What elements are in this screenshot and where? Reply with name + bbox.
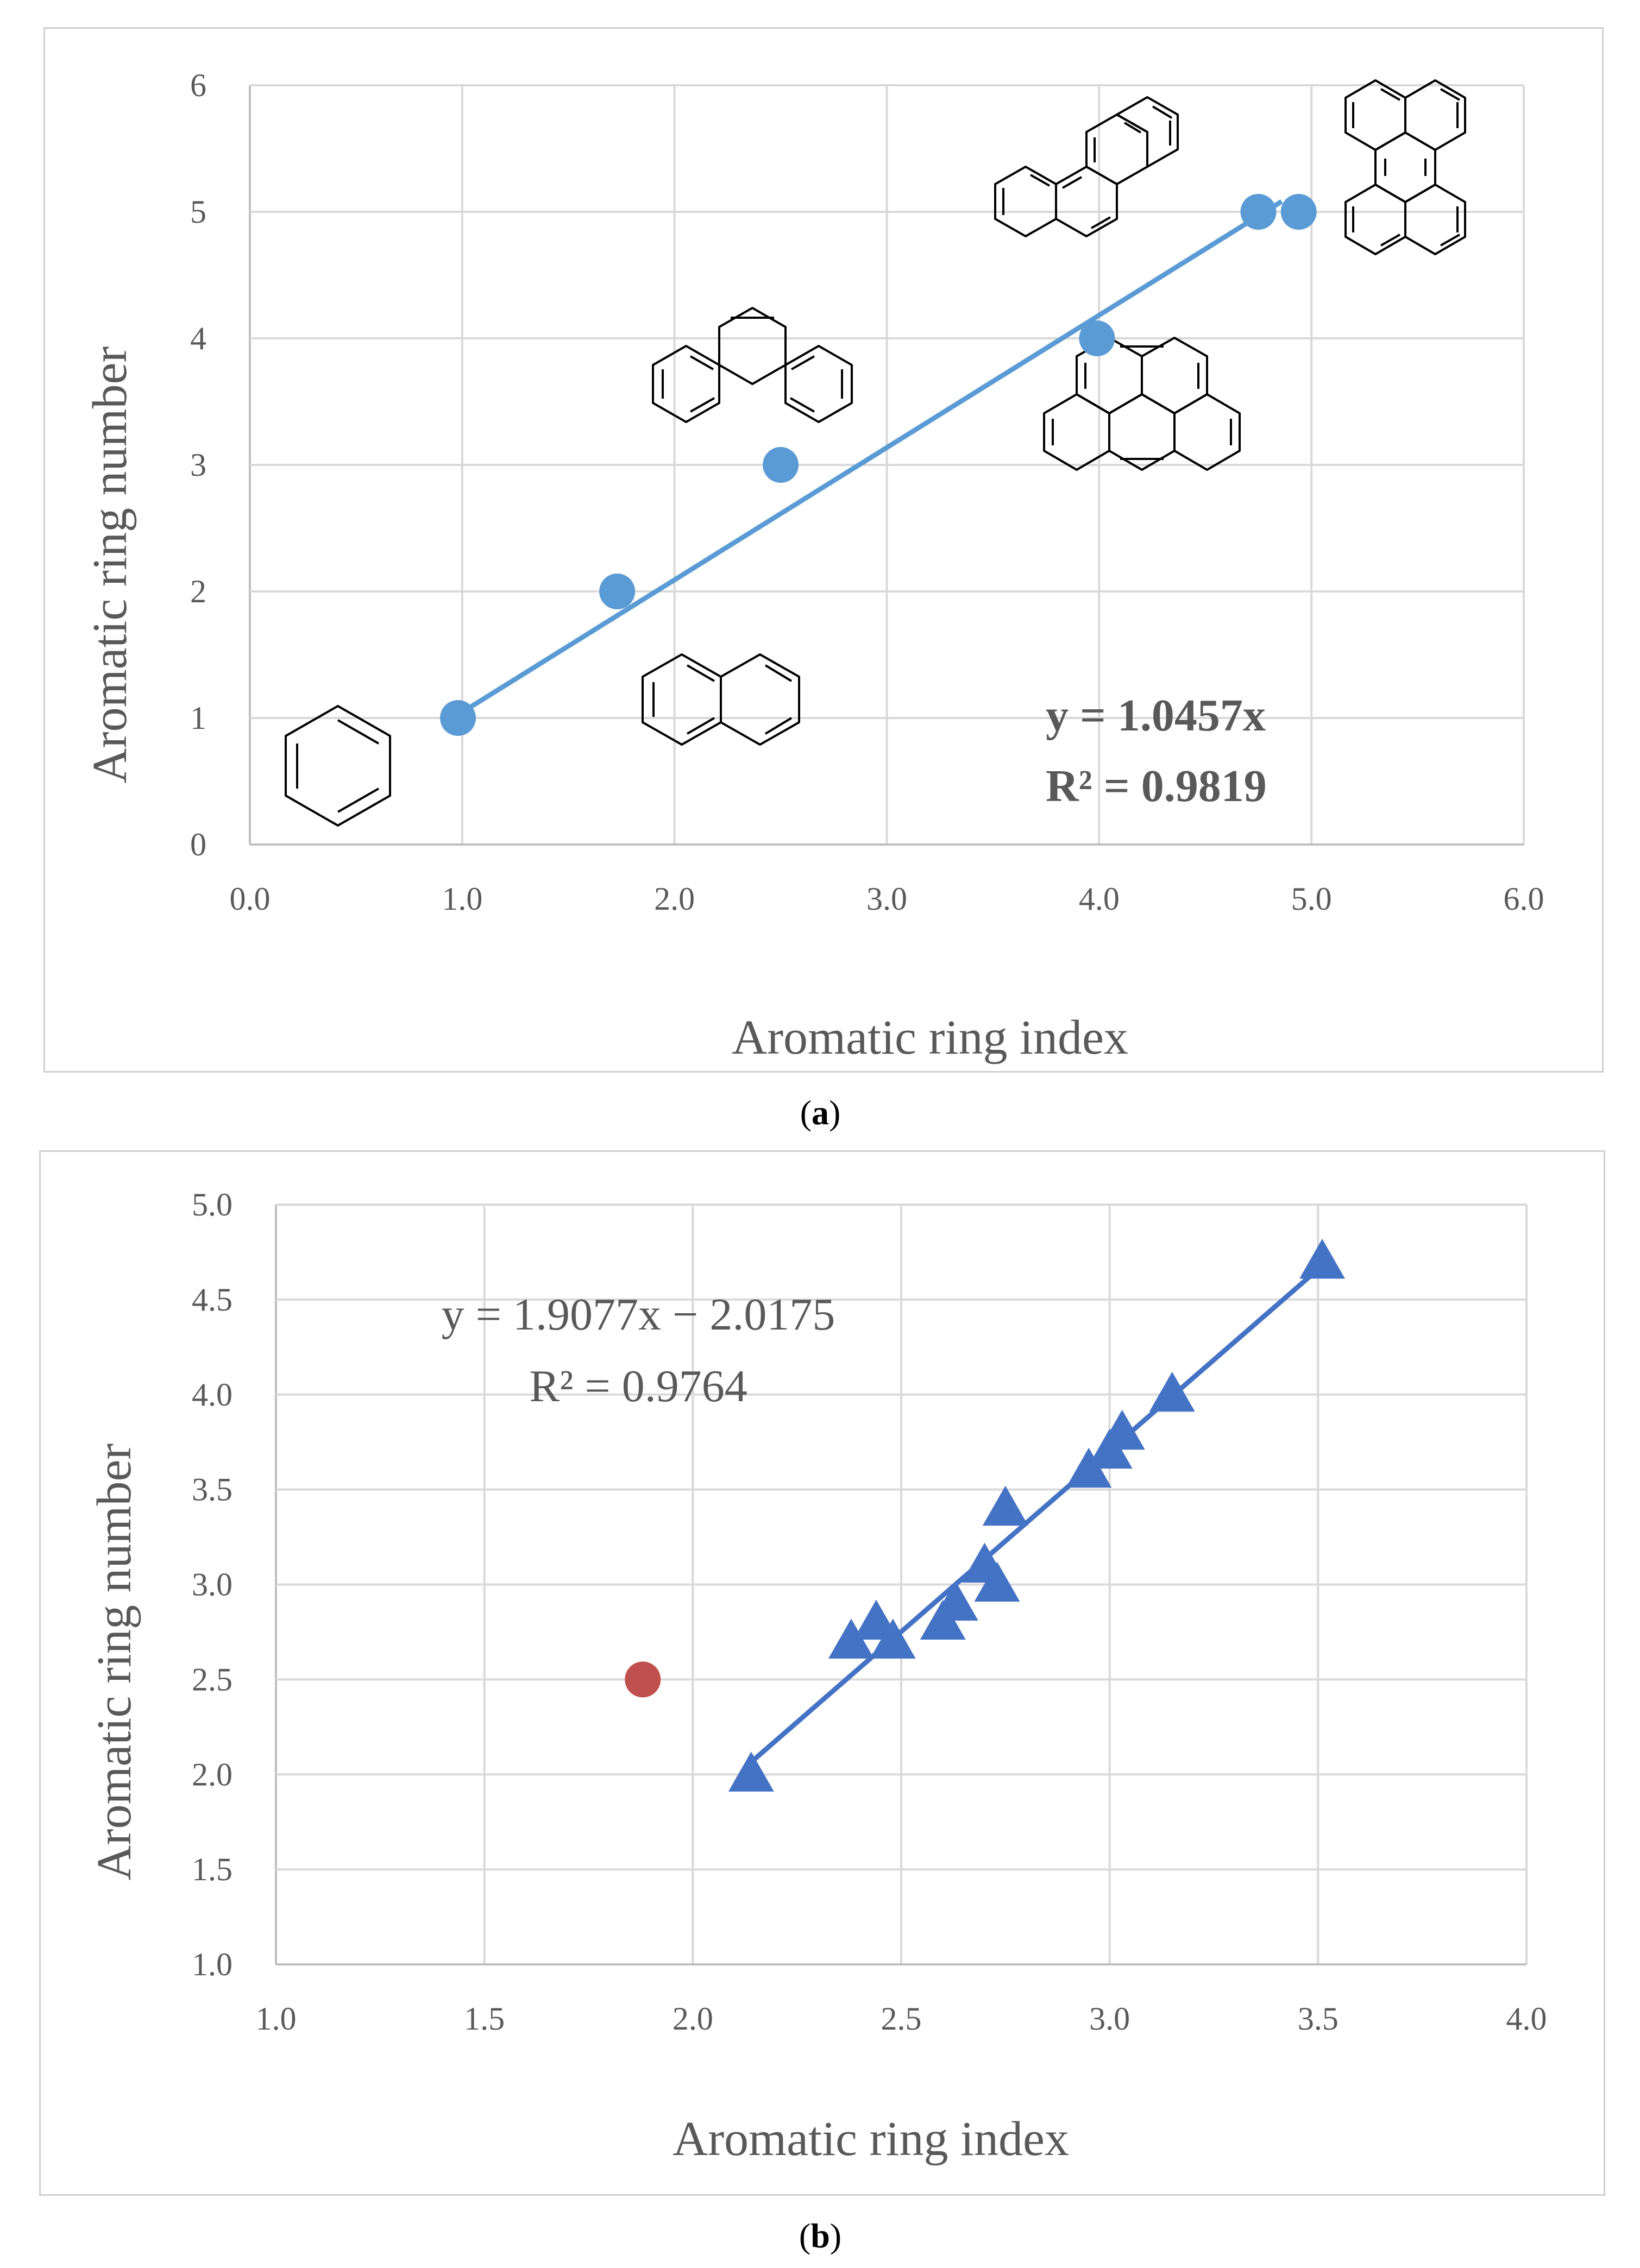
- a-y-tick-label: 3: [190, 447, 206, 483]
- chart-a: 0.0 1.0 2.0 3.0 4.0 5.0 6.0 0 1 2 3 4 5 6: [83, 67, 1544, 1064]
- a-x-tick-label: 3.0: [866, 881, 907, 917]
- b-y-tick-label: 1.5: [192, 1851, 233, 1887]
- b-data-point-samples: [1149, 1371, 1195, 1412]
- b-x-tick-label: 1.0: [256, 2001, 297, 2037]
- chart-b-equation: y = 1.9077x − 2.0175: [442, 1289, 835, 1340]
- chart-a-gridlines: [249, 84, 1525, 846]
- a-data-point-pah-standards: [1280, 194, 1317, 230]
- chart-b-x-tick-labels: 1.0 1.5 2.0 2.5 3.0 3.5 4.0: [256, 2001, 1547, 2037]
- a-x-tick-label: 5.0: [1291, 881, 1332, 917]
- chart-b-r-squared: R² = 0.9764: [529, 1361, 747, 1412]
- pyrene-structure-icon: [1043, 337, 1241, 471]
- b-x-tick-label: 3.0: [1089, 2001, 1130, 2037]
- chart-b-y-axis-title: Aromatic ring number: [87, 1444, 141, 1881]
- chart-a-equation: y = 1.0457x: [1046, 690, 1266, 741]
- chart-b-y-tick-labels: 1.0 1.5 2.0 2.5 3.0 3.5 4.0 4.5 5.0: [192, 1187, 233, 1982]
- a-data-point-pah-standards: [1079, 320, 1115, 356]
- b-x-tick-label: 4.0: [1506, 2001, 1547, 2037]
- a-x-tick-label: 1.0: [442, 881, 482, 917]
- chart-b-caption-letter: b: [810, 2216, 830, 2255]
- a-x-tick-label: 6.0: [1504, 881, 1544, 917]
- benz-a-anthracene-structure-icon: [994, 96, 1179, 237]
- a-data-point-pah-standards: [763, 447, 799, 483]
- a-y-tick-label: 4: [190, 320, 206, 356]
- chart-b-caption: (b): [799, 2216, 842, 2255]
- perylene-structure-icon: [1344, 79, 1466, 255]
- a-y-tick-label: 0: [190, 827, 206, 862]
- b-y-tick-label: 2.0: [192, 1756, 233, 1792]
- a-y-tick-label: 2: [190, 574, 206, 609]
- chart-a-x-tick-labels: 0.0 1.0 2.0 3.0 4.0 5.0 6.0: [230, 881, 1544, 917]
- a-data-point-pah-standards: [1240, 194, 1277, 230]
- b-y-tick-label: 4.0: [192, 1377, 233, 1413]
- b-data-point-samples: [974, 1561, 1020, 1602]
- a-y-tick-label: 1: [190, 700, 206, 736]
- b-y-tick-label: 3.0: [192, 1567, 233, 1603]
- b-data-point-samples: [870, 1618, 916, 1659]
- a-x-tick-label: 2.0: [654, 881, 695, 917]
- a-data-point-pah-standards: [440, 700, 476, 736]
- chart-a-caption-letter: a: [812, 1093, 829, 1132]
- b-y-tick-label: 3.5: [192, 1472, 233, 1508]
- b-data-point-samples: [728, 1752, 774, 1792]
- b-y-tick-label: 4.5: [192, 1282, 233, 1318]
- chart-a-y-axis-title: Aromatic ring number: [83, 346, 137, 784]
- chart-b-gridlines: [275, 1204, 1528, 1965]
- chart-b-x-axis-title: Aromatic ring index: [673, 2112, 1069, 2166]
- chart-b-frame: [39, 1150, 1605, 2196]
- a-data-point-pah-standards: [599, 574, 636, 609]
- chart-b-data-points: [625, 1238, 1346, 1792]
- chart-a-caption: (a): [800, 1093, 841, 1132]
- a-x-tick-label: 0.0: [230, 881, 271, 917]
- chart-a-x-axis-title: Aromatic ring index: [732, 1011, 1128, 1064]
- b-x-tick-label: 1.5: [464, 2001, 505, 2037]
- b-data-point-samples: [932, 1580, 978, 1621]
- b-x-tick-label: 2.5: [881, 2001, 922, 2037]
- b-y-tick-label: 5.0: [192, 1187, 233, 1223]
- b-data-point-samples: [1299, 1238, 1346, 1279]
- b-x-tick-label: 3.5: [1298, 2001, 1339, 2037]
- benzene-structure-icon: [285, 705, 391, 827]
- chart-a-data-points: [440, 194, 1317, 736]
- b-data-point-samples: [828, 1618, 874, 1659]
- a-x-tick-label: 4.0: [1079, 881, 1120, 917]
- chart-b: 1.0 1.5 2.0 2.5 3.0 3.5 4.0 1.0 1.5 2.0 2.5 3.0 3.5…: [87, 1187, 1547, 2166]
- b-x-tick-label: 2.0: [673, 2001, 713, 2037]
- chart-a-y-tick-labels: 0 1 2 3 4 5 6: [190, 67, 206, 862]
- b-y-tick-label: 1.0: [192, 1946, 233, 1982]
- b-data-point-outlier: [625, 1661, 661, 1698]
- a-y-tick-label: 6: [190, 67, 206, 103]
- chart-a-frame: [43, 27, 1604, 1073]
- chart-a-trendline: [456, 199, 1283, 717]
- chart-a-r-squared: R² = 0.9819: [1046, 761, 1267, 811]
- b-y-tick-label: 2.5: [192, 1661, 233, 1697]
- phenanthrene-structure-icon: [652, 307, 853, 423]
- naphthalene-structure-icon: [642, 653, 800, 746]
- a-y-tick-label: 5: [190, 194, 206, 230]
- chart-b-trendline: [749, 1264, 1324, 1764]
- b-data-point-samples: [1099, 1409, 1145, 1450]
- b-data-point-samples: [982, 1485, 1028, 1526]
